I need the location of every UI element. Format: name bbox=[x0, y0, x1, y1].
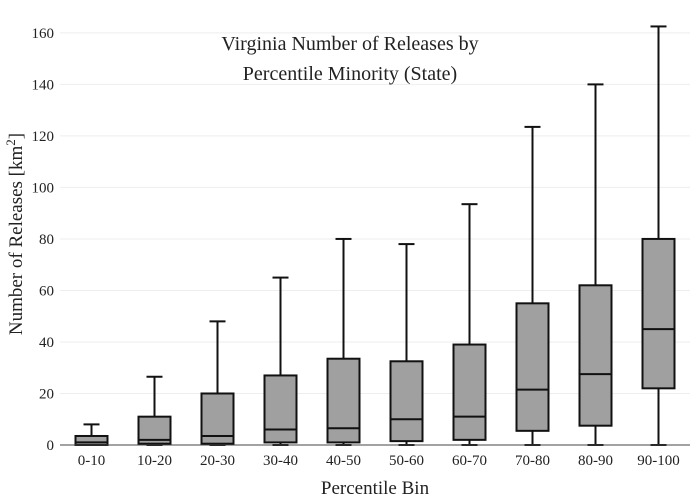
y-tick-label: 20 bbox=[39, 386, 54, 402]
x-tick-label: 10-20 bbox=[137, 453, 172, 469]
x-axis-title: Percentile Bin bbox=[321, 478, 430, 499]
tick-labels: 0 20 40 60 80 100 120 140 160 0-10 10-20 20-30 30-40… bbox=[32, 26, 680, 469]
y-tick-label: 80 bbox=[39, 232, 54, 248]
x-tick-label: 80-90 bbox=[578, 453, 613, 469]
x-tick-label: 50-60 bbox=[389, 453, 424, 469]
x-tick-label: 70-80 bbox=[515, 453, 550, 469]
box-group-60-70 bbox=[452, 203, 487, 446]
y-tick-label: 160 bbox=[32, 26, 55, 42]
iqr-box bbox=[641, 237, 676, 390]
box-group-10-20 bbox=[137, 375, 172, 446]
x-tick-label: 0-10 bbox=[78, 453, 106, 469]
y-tick-label: 0 bbox=[47, 438, 55, 454]
y-tick-label: 40 bbox=[39, 335, 54, 351]
iqr-box bbox=[452, 343, 487, 441]
iqr-box bbox=[389, 360, 424, 443]
iqr-box bbox=[263, 374, 298, 444]
box-group-30-40 bbox=[263, 276, 298, 446]
iqr-box bbox=[515, 302, 550, 432]
y-axis-title-end: ] bbox=[6, 133, 27, 139]
x-tick-label: 30-40 bbox=[263, 453, 298, 469]
gridlines bbox=[60, 32, 690, 394]
y-axis-title-superscript: 2 bbox=[3, 139, 18, 146]
box-group-80-90 bbox=[578, 83, 613, 446]
box-group-90-100 bbox=[641, 25, 676, 446]
x-tick-label: 60-70 bbox=[452, 453, 487, 469]
y-tick-label: 140 bbox=[32, 77, 55, 93]
iqr-box bbox=[326, 357, 361, 444]
iqr-box bbox=[74, 434, 109, 447]
box-group-70-80 bbox=[515, 125, 550, 446]
x-tick-label: 90-100 bbox=[637, 453, 680, 469]
y-axis-title-main: Number of Releases [km bbox=[6, 145, 27, 335]
box-group-0-10 bbox=[74, 423, 109, 447]
box-group-50-60 bbox=[389, 243, 424, 446]
y-tick-label: 60 bbox=[39, 283, 54, 299]
box-group-20-30 bbox=[200, 320, 235, 446]
boxes bbox=[74, 25, 676, 447]
y-tick-label: 120 bbox=[32, 129, 55, 145]
chart-title-line-1: Virginia Number of Releases by bbox=[221, 33, 478, 55]
x-tick-label: 40-50 bbox=[326, 453, 361, 469]
y-tick-label: 100 bbox=[32, 180, 55, 196]
iqr-box bbox=[578, 284, 613, 427]
x-tick-label: 20-30 bbox=[200, 453, 235, 469]
chart-title-line-2: Percentile Minority (State) bbox=[243, 63, 457, 85]
y-axis-title: Number of Releases [km2] bbox=[3, 133, 27, 335]
